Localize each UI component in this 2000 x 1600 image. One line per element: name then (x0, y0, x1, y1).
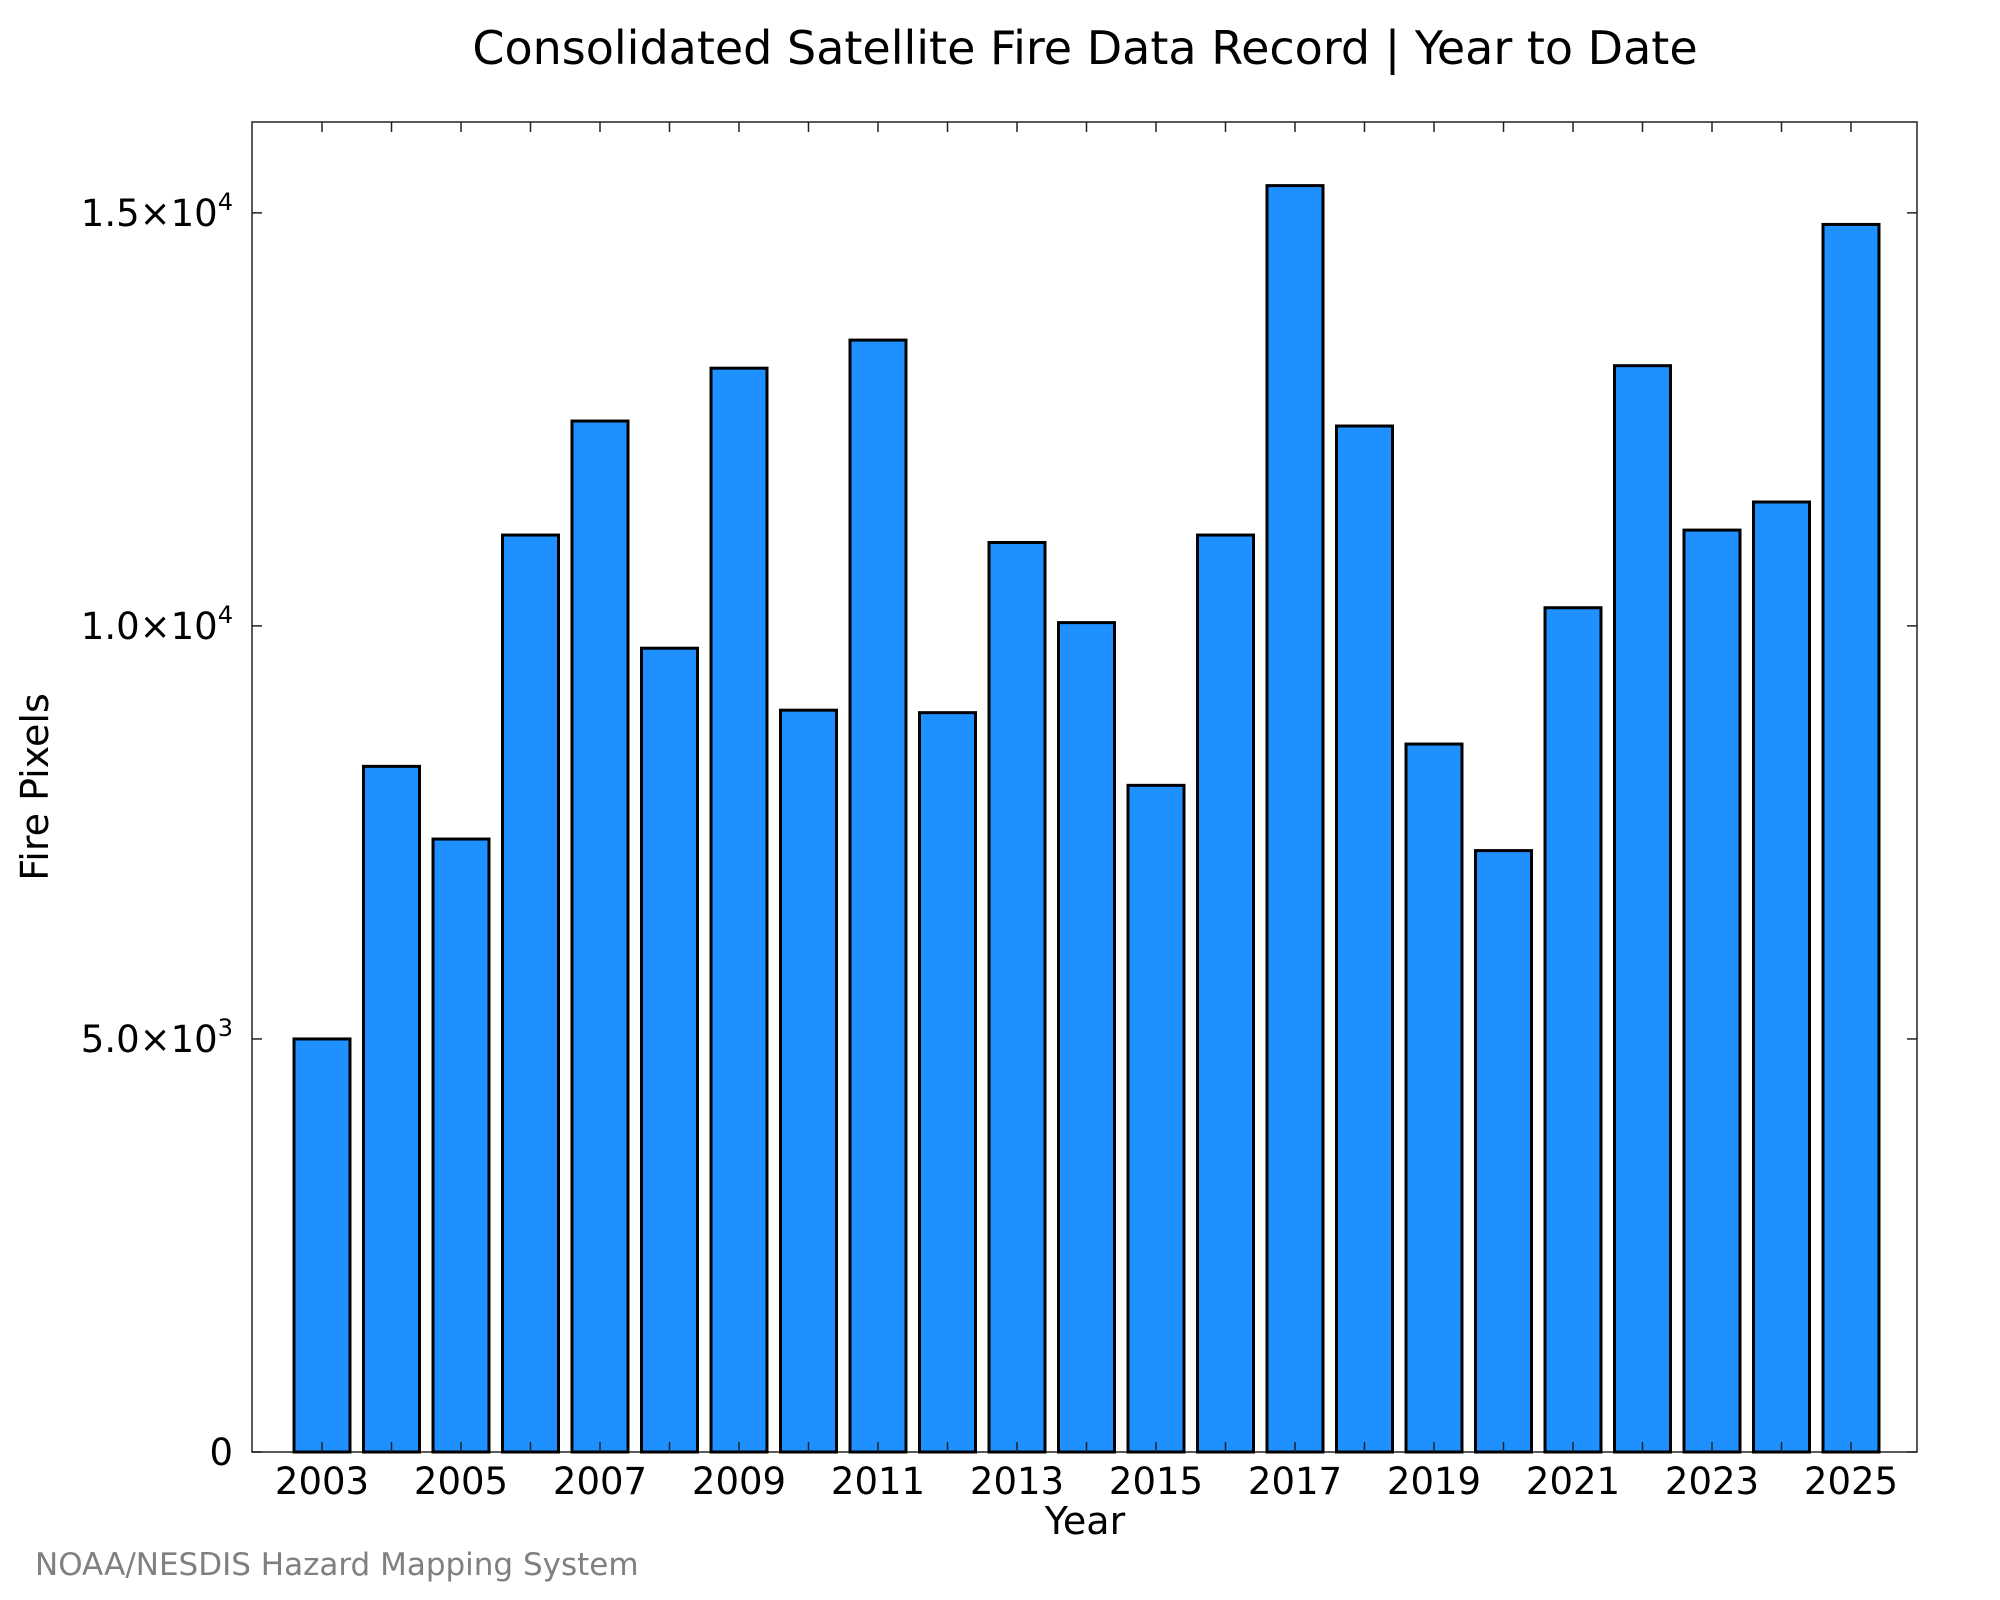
bar-2016 (1196, 533, 1255, 1454)
bar-2022 (1613, 364, 1672, 1454)
credit-text: NOAA/NESDIS Hazard Mapping System (35, 1547, 639, 1583)
chart-title: Consolidated Satellite Fire Data Record … (472, 21, 1697, 76)
y-tick-label: 1.5×104 (81, 188, 233, 235)
x-axis: 2003 2005 2007 2009 2011 2013 2015 2017 2019 2021… (275, 122, 1898, 1503)
x-tick-label: 2007 (553, 1460, 647, 1503)
bar-2010 (779, 708, 838, 1454)
bar-2019 (1404, 742, 1464, 1454)
y-axis-label: Fire Pixels (13, 693, 57, 881)
bar-2004 (362, 764, 421, 1454)
x-tick-label: 2019 (1387, 1460, 1481, 1503)
bar-2024 (1752, 500, 1811, 1454)
x-tick-label: 2023 (1665, 1460, 1759, 1503)
y-axis: 0 5.0×103 1.0×104 1.5×104 (81, 188, 1917, 1474)
x-tick-label: 2021 (1526, 1460, 1620, 1503)
bar-2015 (1126, 783, 1186, 1454)
bar-2007 (570, 419, 630, 1454)
x-tick-label: 2009 (692, 1460, 786, 1503)
bar-2011 (848, 338, 908, 1454)
bar-2021 (1543, 606, 1603, 1454)
bar-2025 (1821, 222, 1881, 1454)
bar-2020 (1474, 849, 1533, 1454)
bar-2003 (292, 1037, 352, 1454)
bars-group (292, 184, 1881, 1454)
bar-2018 (1335, 424, 1394, 1454)
y-tick-label: 5.0×103 (81, 1014, 233, 1061)
x-tick-label: 2025 (1804, 1460, 1898, 1503)
bar-2014 (1057, 621, 1116, 1454)
y-tick-label: 1.0×104 (81, 601, 233, 648)
bar-2023 (1682, 528, 1742, 1454)
x-tick-label: 2011 (831, 1460, 925, 1503)
bar-2005 (431, 837, 491, 1454)
bar-2017 (1265, 184, 1325, 1454)
bar-2012 (918, 711, 977, 1454)
bar-2009 (709, 366, 769, 1454)
x-tick-label: 2005 (414, 1460, 508, 1503)
bar-2006 (501, 533, 560, 1454)
y-tick-label: 0 (209, 1431, 233, 1474)
x-tick-label: 2013 (970, 1460, 1064, 1503)
x-tick-label: 2015 (1109, 1460, 1203, 1503)
x-axis-label: Year (1044, 1499, 1126, 1543)
x-tick-label: 2017 (1248, 1460, 1342, 1503)
bar-2013 (987, 540, 1047, 1454)
x-tick-label: 2003 (275, 1460, 369, 1503)
bar-2008 (640, 646, 699, 1454)
